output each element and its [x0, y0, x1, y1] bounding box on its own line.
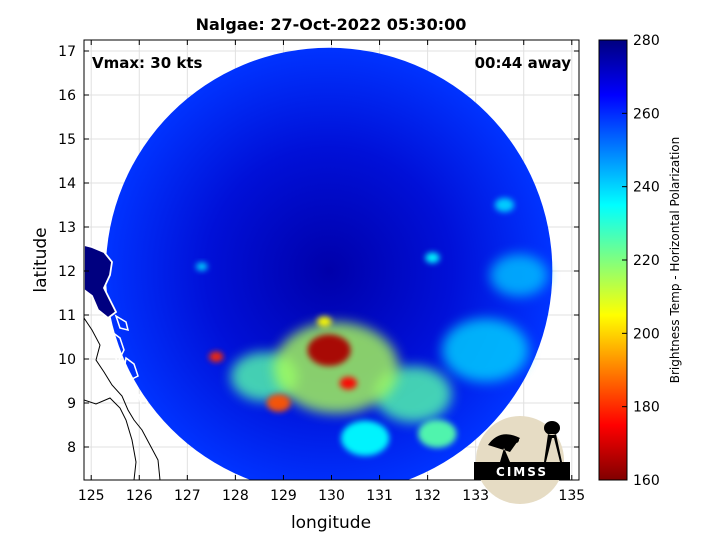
convection-cell — [317, 316, 332, 327]
coastline-leyte — [84, 317, 161, 480]
colorbar-tick-label: 160 — [633, 473, 660, 489]
y-tick-label: 12 — [58, 264, 76, 280]
x-tick-label: 130 — [318, 488, 345, 504]
y-axis-ticks: 8 9 10 11 12 13 14 15 16 17 — [58, 44, 579, 456]
x-tick-label: 127 — [174, 488, 201, 504]
convection-cell — [208, 351, 224, 363]
convection-cell — [339, 376, 357, 390]
y-tick-label: 15 — [58, 132, 76, 148]
colorbar-tick-label: 180 — [633, 400, 660, 416]
x-tick-label: 133 — [462, 488, 489, 504]
coastline — [84, 244, 162, 480]
colorbar-tick-label: 280 — [633, 33, 660, 49]
coastline-island-outline — [111, 314, 139, 381]
x-tick-label: 131 — [366, 488, 393, 504]
convection-cell — [418, 419, 457, 448]
x-axis-label: longitude — [291, 513, 371, 533]
colorbar-ticks: 160 180 200 220 240 260 280 — [622, 33, 660, 489]
x-tick-label: 129 — [270, 488, 297, 504]
y-tick-label: 14 — [58, 176, 76, 192]
convection-cell — [494, 197, 515, 213]
y-tick-label: 16 — [58, 88, 76, 104]
y-axis-label: latitude — [31, 227, 51, 292]
chart-title: Nalgae: 27-Oct-2022 05:30:00 — [196, 15, 467, 34]
y-tick-label: 11 — [58, 308, 76, 324]
colorbar-label: Brightness Temp - Horizontal Polarizatio… — [668, 137, 682, 384]
coastline-mindanao — [84, 397, 137, 480]
colorbar-tick-label: 240 — [633, 180, 660, 196]
y-tick-label: 13 — [58, 220, 76, 236]
y-tick-label: 9 — [67, 396, 76, 412]
convection-features — [195, 197, 548, 456]
convection-cell — [341, 420, 390, 456]
x-tick-label: 128 — [222, 488, 249, 504]
x-tick-label: 132 — [414, 488, 441, 504]
logo-dish-icon — [488, 434, 520, 462]
colorbar-tick-label: 220 — [633, 253, 660, 269]
logo-text: CIMSS — [496, 465, 548, 479]
colorbar-tick-label: 200 — [633, 326, 660, 342]
y-tick-label: 8 — [67, 440, 76, 456]
convection-cell — [490, 254, 548, 297]
convection-cell — [266, 394, 291, 412]
cimss-logo: CIMSS — [474, 416, 570, 504]
plot-area — [84, 40, 579, 480]
land-mass-samar — [84, 244, 118, 320]
colorbar-tick-label: 260 — [633, 106, 660, 122]
logo-band — [474, 462, 570, 480]
convection-cell — [425, 252, 440, 264]
colorbar: 160 180 200 220 240 260 280 Brightness Temp - … — [598, 33, 682, 489]
convection-cell — [307, 334, 351, 367]
x-tick-label: 125 — [78, 488, 105, 504]
x-tick-label: 135 — [558, 488, 585, 504]
microwave-swath — [105, 47, 553, 480]
logo-tower-icon — [544, 421, 562, 462]
vmax-label: Vmax: 30 kts — [92, 54, 202, 72]
x-tick-label: 126 — [126, 488, 153, 504]
coastline-dinagat — [136, 392, 162, 438]
logo-dish-hub — [513, 437, 519, 443]
convection-cell — [195, 262, 208, 271]
convection-cell — [442, 318, 529, 382]
y-tick-label: 10 — [58, 352, 76, 368]
time-away-label: 00:44 away — [475, 54, 572, 72]
convection-cell — [273, 322, 399, 414]
y-tick-label: 17 — [58, 44, 76, 60]
